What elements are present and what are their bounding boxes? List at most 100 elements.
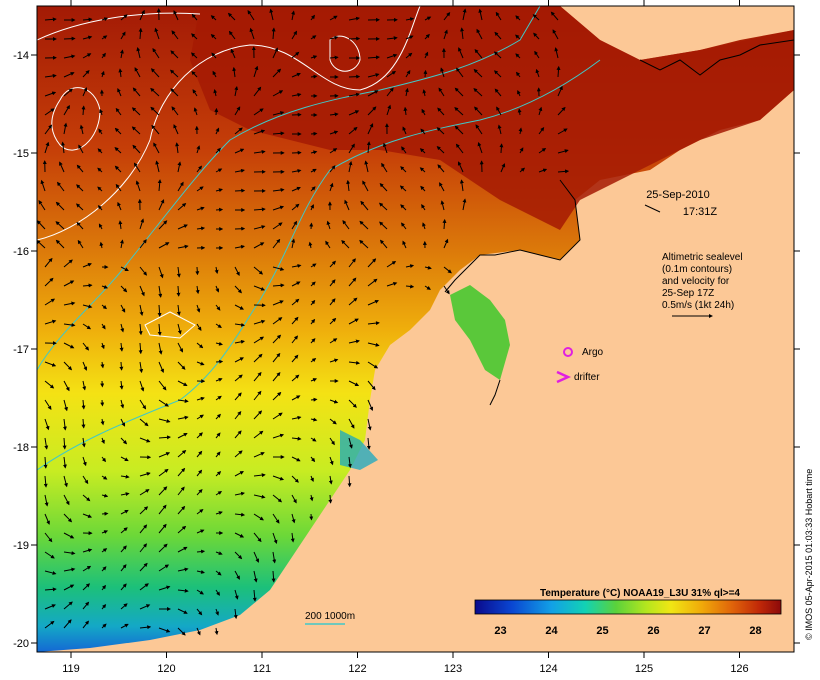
velocity-arrow — [253, 430, 264, 439]
time-label: 17:31Z — [683, 206, 718, 218]
velocity-arrow — [456, 67, 464, 78]
velocity-arrow — [440, 67, 445, 78]
velocity-arrow — [76, 164, 84, 173]
lon-tick-label: 123 — [444, 663, 462, 675]
velocity-arrow — [151, 124, 160, 135]
velocity-arrow — [131, 126, 141, 135]
velocity-arrow — [359, 239, 369, 249]
velocity-arrow — [101, 493, 109, 498]
velocity-arrow — [381, 162, 388, 173]
velocity-arrow — [272, 391, 282, 401]
velocity-arrow — [131, 107, 141, 116]
velocity-arrow — [272, 266, 285, 271]
lon-tick-label: 120 — [157, 663, 175, 675]
latitude-axis: -14 -15 -16 -17 -18 -19 -20 — [13, 50, 800, 650]
velocity-arrow — [193, 107, 198, 116]
velocity-arrow — [136, 47, 141, 59]
velocity-arrow — [211, 52, 217, 59]
velocity-arrow — [400, 166, 407, 173]
bathymetry-label: 200 1000m — [305, 611, 355, 622]
velocity-arrow — [120, 603, 128, 610]
velocity-arrow — [195, 266, 200, 276]
velocity-arrow — [214, 107, 219, 116]
velocity-arrow — [139, 524, 148, 534]
velocity-arrow — [63, 104, 70, 116]
velocity-arrow — [329, 317, 337, 325]
velocity-arrow — [399, 185, 407, 192]
velocity-arrow — [405, 17, 415, 22]
velocity-arrow — [215, 377, 223, 382]
velocity-arrow — [424, 33, 430, 40]
velocity-arrow — [379, 182, 388, 192]
svg-text:0.5m/s (1kt 24h): 0.5m/s (1kt 24h) — [662, 300, 734, 311]
velocity-arrow — [158, 285, 163, 298]
velocity-arrow — [63, 494, 70, 506]
velocity-arrow — [158, 564, 170, 572]
velocity-arrow — [515, 34, 521, 40]
velocity-arrow — [402, 126, 407, 135]
velocity-arrow — [329, 437, 335, 446]
colorbar-labels: 23 24 25 26 27 28 — [494, 625, 761, 637]
velocity-arrow — [79, 124, 84, 135]
velocity-arrow — [538, 126, 545, 135]
velocity-arrow — [538, 148, 547, 154]
velocity-arrow — [234, 491, 245, 496]
velocity-arrow — [177, 224, 188, 230]
velocity-arrow — [291, 30, 298, 40]
velocity-arrow — [98, 128, 103, 135]
velocity-arrow — [519, 167, 526, 173]
velocity-arrow — [557, 149, 569, 154]
velocity-arrow — [55, 201, 65, 211]
velocity-arrow — [424, 265, 432, 270]
velocity-arrow — [272, 222, 283, 230]
velocity-arrow — [120, 399, 125, 409]
velocity-arrow — [120, 509, 129, 515]
velocity-arrow — [101, 35, 108, 40]
velocity-arrow — [459, 179, 464, 192]
velocity-arrow — [101, 623, 107, 629]
velocity-arrow — [196, 414, 204, 420]
velocity-arrow — [196, 304, 201, 313]
velocity-arrow — [44, 620, 55, 629]
velocity-arrow — [99, 108, 104, 116]
velocity-arrow — [437, 107, 445, 116]
velocity-arrow — [177, 342, 183, 353]
velocity-arrow — [150, 68, 160, 78]
velocity-arrow — [234, 244, 245, 249]
velocity-arrow — [132, 144, 141, 154]
velocity-arrow — [196, 508, 204, 515]
velocity-arrow — [177, 608, 188, 614]
velocity-arrow — [210, 34, 217, 40]
velocity-arrow — [272, 111, 285, 116]
velocity-arrow — [310, 35, 317, 40]
velocity-arrow — [120, 564, 127, 572]
velocity-arrow — [215, 127, 220, 135]
velocity-arrow — [386, 53, 398, 59]
velocity-arrow — [114, 147, 122, 154]
velocity-arrow — [82, 304, 93, 309]
velocity-arrow — [158, 523, 167, 534]
velocity-arrow — [234, 266, 240, 276]
velocity-arrow — [191, 70, 198, 78]
credit-text: © IMOS 05-Apr-2015 01:03:33 Hobart time — [804, 469, 814, 640]
velocity-arrow — [139, 562, 148, 572]
velocity-arrow — [329, 165, 336, 173]
velocity-arrow — [234, 570, 240, 580]
velocity-arrow — [158, 435, 171, 440]
velocity-arrow — [44, 437, 49, 450]
velocity-arrow — [77, 239, 84, 249]
velocity-arrow — [291, 168, 302, 173]
velocity-arrow — [367, 342, 380, 347]
velocity-arrow — [424, 285, 431, 290]
velocity-arrow — [269, 8, 274, 21]
velocity-arrow — [76, 184, 84, 192]
velocity-arrow — [44, 141, 50, 154]
velocity-arrow — [215, 608, 219, 616]
velocity-arrow — [196, 206, 205, 211]
velocity-arrow — [214, 627, 219, 636]
velocity-arrow — [400, 222, 407, 230]
velocity-arrow — [158, 504, 167, 515]
velocity-arrow — [59, 161, 65, 173]
velocity-arrow — [101, 511, 109, 516]
velocity-arrow — [117, 87, 122, 97]
